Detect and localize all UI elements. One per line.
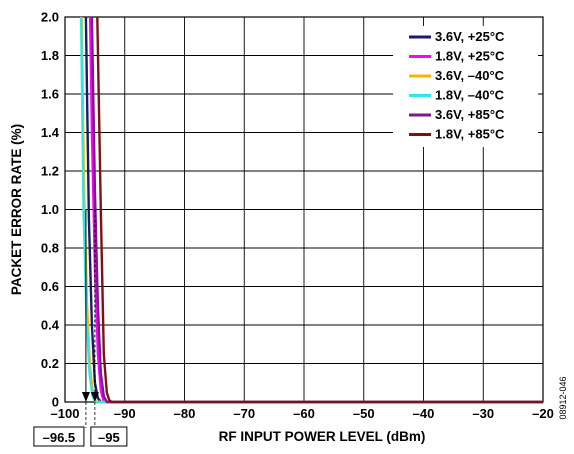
legend-entry-label: 1.8V, +25°C: [435, 49, 505, 64]
x-tick-label: –80: [174, 406, 196, 421]
legend-entry-label: 3.6V, –40°C: [435, 68, 505, 83]
annotation-box: [33, 426, 85, 447]
tick-labels: –100 –90 –80 –70 –60 –50 –40 –30 –20 0 0.2 0.4 0.6 0.…: [41, 10, 554, 422]
annotation-box: [90, 426, 128, 447]
series-layer: [79, 16, 543, 404]
y-tick-label: 1.6: [41, 87, 59, 102]
y-tick-label: 0.4: [41, 318, 60, 333]
x-tick-label: –50: [353, 406, 375, 421]
y-tick-label: 1.0: [41, 202, 59, 217]
y-tick-label: 2.0: [41, 10, 59, 25]
x-axis-label: RF INPUT POWER LEVEL (dBm): [219, 429, 426, 444]
annotation-arrowhead: [90, 392, 99, 402]
grid: [64, 16, 544, 403]
series-line: [96, 16, 543, 404]
y-tick-label: 0.6: [41, 279, 59, 294]
y-tick-label: 0: [52, 395, 59, 410]
legend-entry-label: 1.8V, +85°C: [435, 127, 505, 142]
y-tick-label: 1.4: [41, 125, 60, 140]
legend: 3.6V, +25°C 1.8V, +25°C 3.6V, –40°C 1.8V, –…: [393, 26, 538, 147]
y-tick-label: 1.8: [41, 48, 59, 63]
x-tick-label: –100: [51, 406, 80, 421]
x-tick-label: –20: [532, 406, 554, 421]
x-tick-label: –60: [293, 406, 315, 421]
legend-entry-label: 3.6V, +85°C: [435, 107, 505, 122]
y-tick-label: 0.2: [41, 356, 59, 371]
annotation-label: –95: [98, 430, 120, 445]
legend-entry-label: 3.6V, +25°C: [435, 29, 505, 44]
legend-entry-label: 1.8V, –40°C: [435, 88, 505, 103]
y-tick-label: 1.2: [41, 164, 59, 179]
annotation-layer: –96.5 –95: [33, 209, 128, 447]
annotation-arrowhead: [81, 392, 90, 402]
series-line: [90, 16, 543, 404]
x-tick-label: –70: [233, 406, 255, 421]
x-tick-label: –90: [114, 406, 136, 421]
x-tick-label: –30: [472, 406, 494, 421]
y-tick-label: 0.8: [41, 241, 59, 256]
y-axis-label: PACKET ERROR RATE (%): [9, 124, 24, 295]
series-line: [79, 16, 543, 404]
x-tick-label: –40: [413, 406, 435, 421]
figure-id-label: 08912-046: [558, 376, 568, 419]
legend-background: [393, 26, 538, 147]
annotation-label: –96.5: [43, 430, 76, 445]
